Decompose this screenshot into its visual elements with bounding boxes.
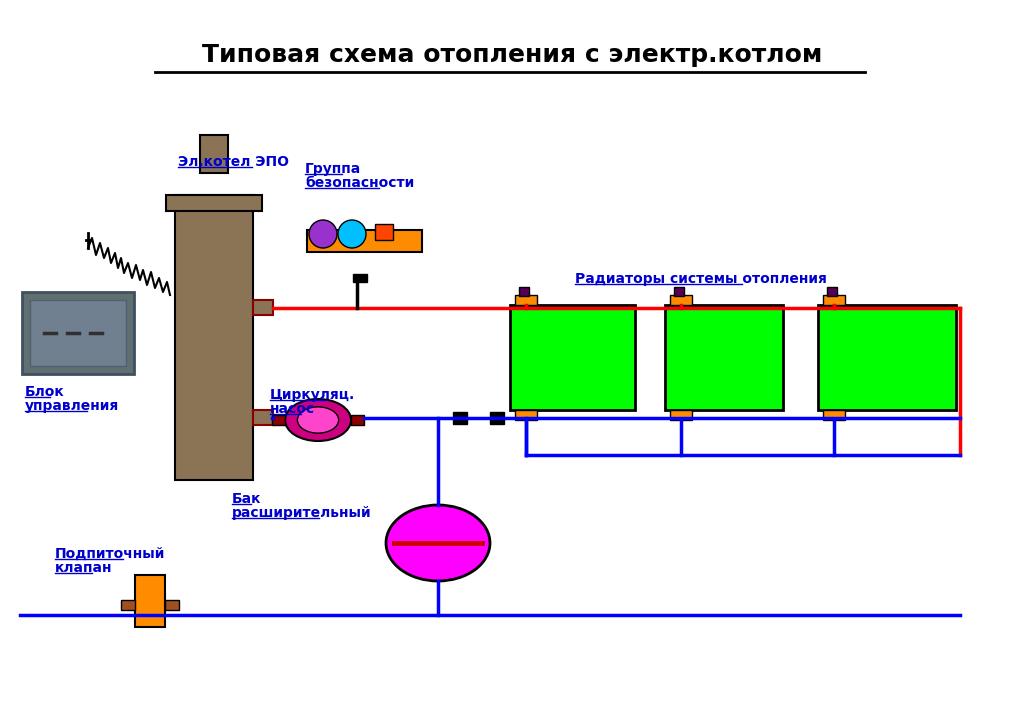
Text: Типовая схема отопления с электр.котлом: Типовая схема отопления с электр.котлом (202, 43, 822, 67)
Bar (823, 410, 845, 420)
Bar (165, 600, 179, 610)
Text: Радиаторы системы отопления: Радиаторы системы отопления (575, 272, 826, 286)
Ellipse shape (285, 399, 351, 441)
Circle shape (309, 220, 337, 248)
Bar (375, 224, 393, 240)
Ellipse shape (386, 505, 490, 581)
Bar (515, 410, 537, 420)
Bar (670, 295, 692, 305)
Text: безопасности: безопасности (305, 176, 415, 190)
Bar (166, 195, 262, 211)
Bar (670, 410, 692, 420)
Text: Циркуляц.: Циркуляц. (270, 388, 355, 402)
Text: Подпиточный: Подпиточный (55, 547, 165, 561)
Bar (30, 300, 126, 366)
Bar (353, 274, 367, 282)
Text: насос: насос (270, 402, 315, 416)
Bar (200, 135, 228, 173)
Bar (307, 230, 422, 252)
Ellipse shape (297, 407, 339, 433)
Bar (121, 600, 135, 610)
Text: клапан: клапан (55, 561, 113, 575)
Bar (175, 195, 253, 480)
Text: расширительный: расширительный (232, 506, 372, 520)
Bar (22, 292, 134, 374)
Text: Блок: Блок (25, 385, 65, 399)
Bar (818, 305, 956, 410)
Bar (453, 412, 467, 424)
Text: Бак: Бак (232, 492, 261, 506)
Bar (253, 300, 273, 315)
Text: управления: управления (25, 399, 119, 413)
Text: Эл.котел ЭПО: Эл.котел ЭПО (178, 155, 289, 169)
Circle shape (338, 220, 366, 248)
Bar (515, 295, 537, 305)
Bar (253, 410, 273, 425)
Bar (490, 412, 504, 424)
Bar (674, 287, 684, 296)
Bar (135, 575, 165, 627)
Bar (351, 415, 364, 425)
Text: Группа: Группа (305, 162, 361, 176)
Bar (823, 295, 845, 305)
Bar (510, 305, 635, 410)
Bar (827, 287, 837, 296)
Bar (272, 415, 285, 425)
Bar (519, 287, 529, 296)
Bar (665, 305, 783, 410)
